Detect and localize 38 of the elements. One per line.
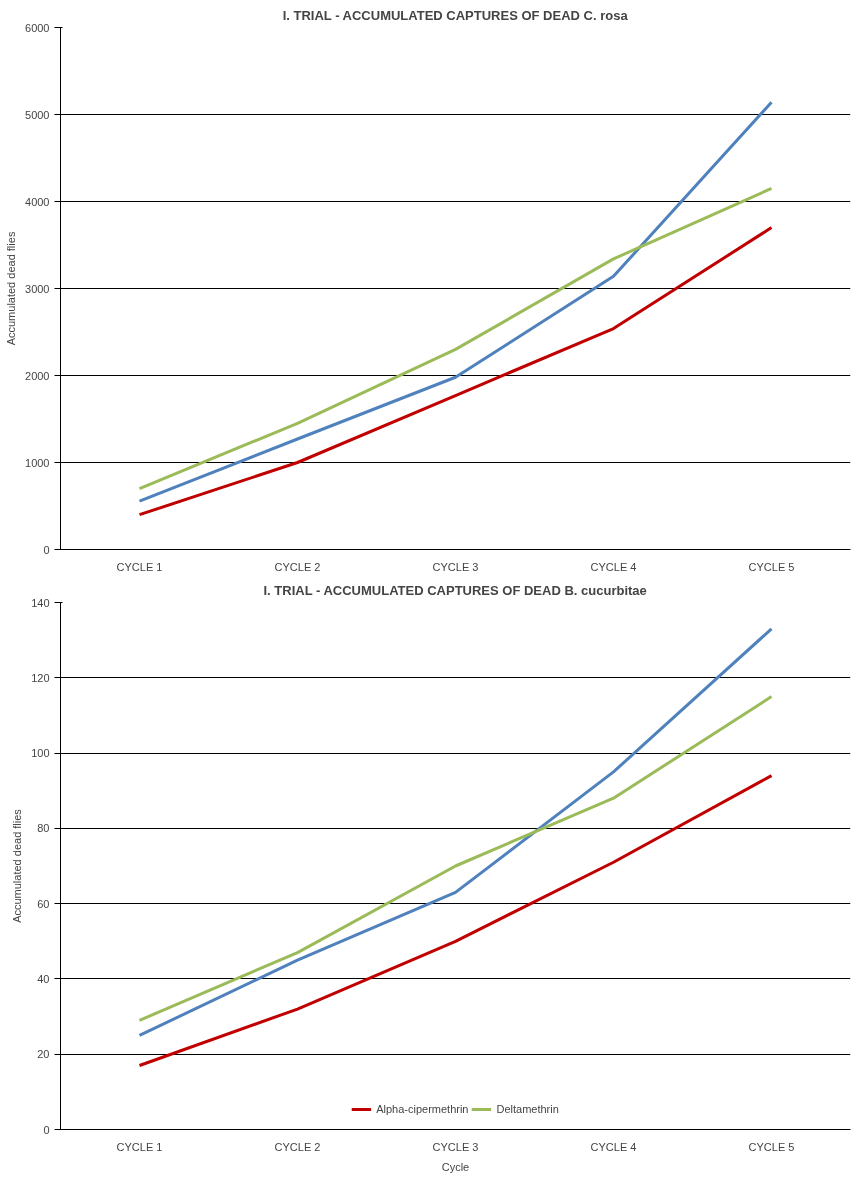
chart-title: I. TRIAL - ACCUMULATED CAPTURES OF DEAD B. cucurbitae bbox=[263, 582, 647, 598]
x-tick-label: CYCLE 3 bbox=[432, 1140, 479, 1153]
x-tick-label: CYCLE 2 bbox=[274, 1140, 321, 1153]
y-tick-label: 5000 bbox=[25, 108, 50, 121]
y-tick-label: 40 bbox=[37, 972, 50, 985]
y-tick-label: 100 bbox=[31, 747, 50, 760]
y-tick-label: 3000 bbox=[25, 282, 50, 295]
legend-label: Deltamethrin bbox=[496, 1103, 559, 1115]
x-tick-label: CYCLE 4 bbox=[590, 560, 637, 573]
y-tick-label: 60 bbox=[37, 897, 50, 910]
y-axis-title: Accumulated dead flies bbox=[11, 808, 24, 923]
y-tick-label: 4000 bbox=[25, 195, 50, 208]
y-tick-label: 2000 bbox=[25, 369, 50, 382]
y-tick-label: 120 bbox=[31, 671, 50, 684]
y-tick-label: 1000 bbox=[25, 456, 50, 469]
y-tick-label: 140 bbox=[31, 596, 50, 609]
chart-title: I. TRIAL - ACCUMULATED CAPTURES OF DEAD C. rosa bbox=[282, 7, 629, 23]
x-axis-title: Cycle bbox=[441, 1160, 470, 1173]
line-series bbox=[138, 100, 773, 503]
y-tick-label: 6000 bbox=[25, 21, 50, 34]
x-tick-label: CYCLE 3 bbox=[432, 560, 479, 573]
x-tick-label: CYCLE 4 bbox=[590, 1140, 637, 1153]
x-tick-label: CYCLE 1 bbox=[116, 560, 163, 573]
y-tick-label: 0 bbox=[43, 1123, 50, 1136]
y-tick-label: 80 bbox=[37, 822, 50, 835]
x-tick-label: CYCLE 5 bbox=[748, 560, 795, 573]
line-series bbox=[138, 774, 773, 1068]
y-axis-title: Accumulated dead flies bbox=[5, 231, 18, 346]
line-series bbox=[138, 627, 773, 1037]
y-tick-label: 0 bbox=[43, 543, 50, 556]
line-series bbox=[138, 186, 773, 491]
line-series bbox=[138, 695, 773, 1022]
x-tick-label: CYCLE 2 bbox=[274, 560, 321, 573]
y-tick-label: 20 bbox=[37, 1048, 50, 1061]
x-tick-label: CYCLE 5 bbox=[748, 1140, 795, 1153]
legend-label: Alpha-cipermethrin bbox=[376, 1103, 469, 1115]
line-series bbox=[138, 226, 773, 517]
x-tick-label: CYCLE 1 bbox=[116, 1140, 163, 1153]
